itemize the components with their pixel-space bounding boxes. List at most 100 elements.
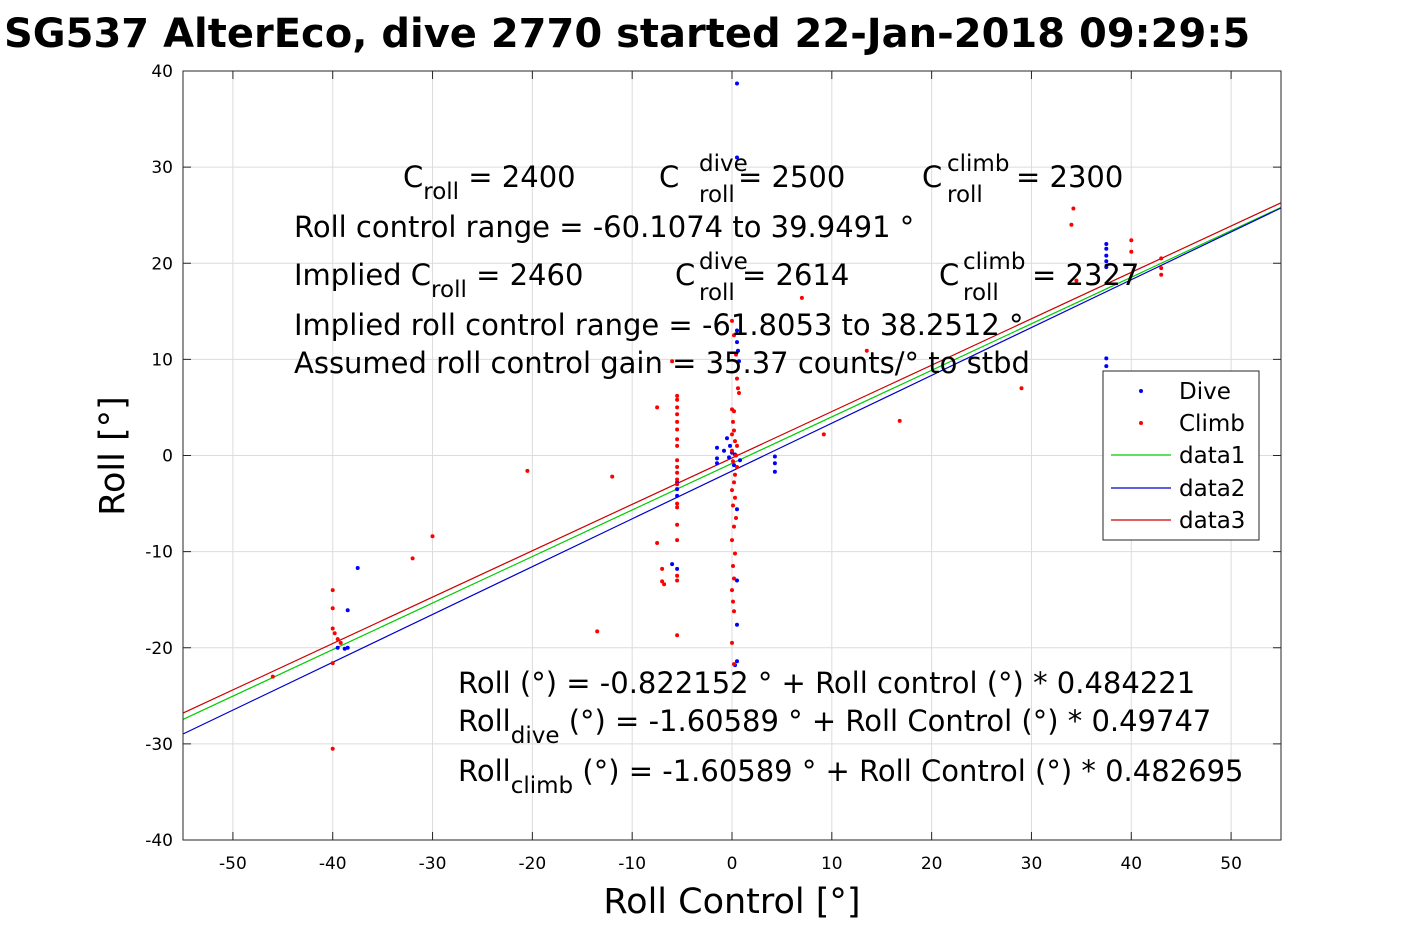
x-tick-label: 20 <box>921 854 943 874</box>
data-point-dive <box>345 645 350 650</box>
data-point-climb <box>1071 206 1076 211</box>
data-point-climb <box>732 428 736 433</box>
annotation-implied-climb-base: C <box>939 258 959 292</box>
y-tick-label: -40 <box>145 831 173 851</box>
y-tick-label: 30 <box>151 158 173 178</box>
data-point-dive <box>342 646 347 651</box>
data-point-dive <box>735 622 739 627</box>
annotation-c-roll-dive-sup: dive <box>699 151 748 177</box>
data-point-climb <box>735 465 739 469</box>
data-point-climb <box>799 295 804 300</box>
data-point-climb <box>731 419 735 424</box>
data-point-dive <box>735 328 739 333</box>
data-point-dive <box>1104 259 1109 264</box>
annotation-c-roll-climb-rest: = 2300 <box>1016 160 1123 194</box>
data-point-climb <box>732 576 736 581</box>
data-point-climb <box>733 495 737 500</box>
annotation-eq3-base: Roll <box>458 754 511 788</box>
data-point-dive <box>736 348 740 353</box>
y-tick-label: -30 <box>145 735 173 755</box>
data-point-climb <box>732 609 736 614</box>
data-point-dive <box>355 566 360 570</box>
data-point-climb <box>1129 249 1134 254</box>
y-tick-label: 40 <box>151 62 173 82</box>
data-point-climb <box>675 458 680 463</box>
data-point-climb <box>330 626 335 631</box>
data-point-climb <box>610 474 615 479</box>
annotation-eq3-sub: climb <box>511 773 573 799</box>
data-point-dive <box>675 566 680 571</box>
data-point-climb <box>675 419 680 424</box>
series-line-data1 <box>182 206 1282 720</box>
data-point-climb <box>734 453 738 458</box>
data-point-climb <box>675 427 680 432</box>
legend-climb-marker <box>1139 421 1143 425</box>
data-point-dive <box>735 155 739 160</box>
data-point-dive <box>1104 246 1109 251</box>
data-point-climb <box>732 524 736 529</box>
data-point-climb <box>670 359 675 364</box>
annotation-eq2: Rolldive (°) = -1.60589 ° + Roll Control… <box>458 704 1211 749</box>
data-point-climb <box>675 412 680 417</box>
data-point-climb <box>330 746 335 751</box>
data-point-climb <box>675 501 680 506</box>
annotation-c-roll-climb-sup: climb <box>947 151 1009 177</box>
x-tick-label: -50 <box>219 854 247 874</box>
data-point-dive <box>722 448 726 453</box>
data-point-dive <box>715 445 719 450</box>
data-point-climb <box>525 468 530 473</box>
annotation-implied-c-roll-rest: = 2460 <box>467 258 584 292</box>
data-point-climb <box>675 538 680 543</box>
data-point-climb <box>733 472 737 477</box>
data-point-dive <box>735 578 739 583</box>
data-point-climb <box>1129 238 1134 243</box>
annotation-implied-dive-rest: = 2614 <box>742 258 849 292</box>
data-point-dive <box>735 659 739 664</box>
data-point-climb <box>730 448 734 453</box>
x-tick-label: 40 <box>1120 854 1142 874</box>
x-tick-label: -20 <box>518 854 546 874</box>
data-point-dive <box>735 507 739 512</box>
data-point-climb <box>1069 222 1074 227</box>
y-tick-label: -10 <box>145 543 173 563</box>
data-point-dive <box>1104 242 1109 246</box>
data-point-dive <box>675 487 680 492</box>
annotation-eq2-base: Roll <box>458 704 511 738</box>
data-point-climb <box>821 432 826 437</box>
annotation-implied-range: Implied roll control range = -61.8053 to… <box>294 308 1024 342</box>
series-line-data3 <box>182 202 1282 714</box>
data-point-climb <box>1159 272 1164 277</box>
data-point-dive <box>772 461 777 466</box>
data-point-climb <box>675 633 680 638</box>
data-point-dive <box>732 463 736 468</box>
data-point-climb <box>660 579 665 584</box>
data-point-climb <box>675 573 680 578</box>
data-point-climb <box>731 564 735 568</box>
legend-dive-marker <box>1139 389 1143 393</box>
data-point-climb <box>662 582 667 587</box>
data-point-climb <box>732 333 736 338</box>
legend-data2-label: data2 <box>1179 476 1245 502</box>
data-point-climb <box>730 318 734 323</box>
data-point-climb <box>332 631 337 636</box>
data-point-climb <box>330 588 335 593</box>
annotation-eq2-sub: dive <box>511 723 560 749</box>
annotation-implied-dive-sub: roll <box>699 280 735 306</box>
data-point-climb <box>655 541 660 545</box>
data-point-dive <box>737 359 741 364</box>
data-point-climb <box>1074 278 1079 283</box>
data-point-climb <box>733 551 737 556</box>
data-point-climb <box>675 405 680 410</box>
data-point-climb <box>410 556 415 561</box>
chart-title: SG537 AlterEco, dive 2770 started 22-Jan… <box>4 11 1250 57</box>
data-point-climb <box>736 386 740 391</box>
data-point-climb <box>675 505 680 510</box>
annotation-implied-dive-sup: dive <box>699 249 748 275</box>
annotation-c-roll-rest: = 2400 <box>459 160 576 194</box>
data-point-climb <box>335 637 340 642</box>
data-point-climb <box>730 488 734 493</box>
x-axis-label: Roll Control [°] <box>603 882 860 922</box>
data-point-climb <box>675 443 680 448</box>
axis-ticks: -50 -40 -30 -20 -10 0 10 20 30 40 50 -40 -30 -20 -10 0 1… <box>145 62 1281 874</box>
